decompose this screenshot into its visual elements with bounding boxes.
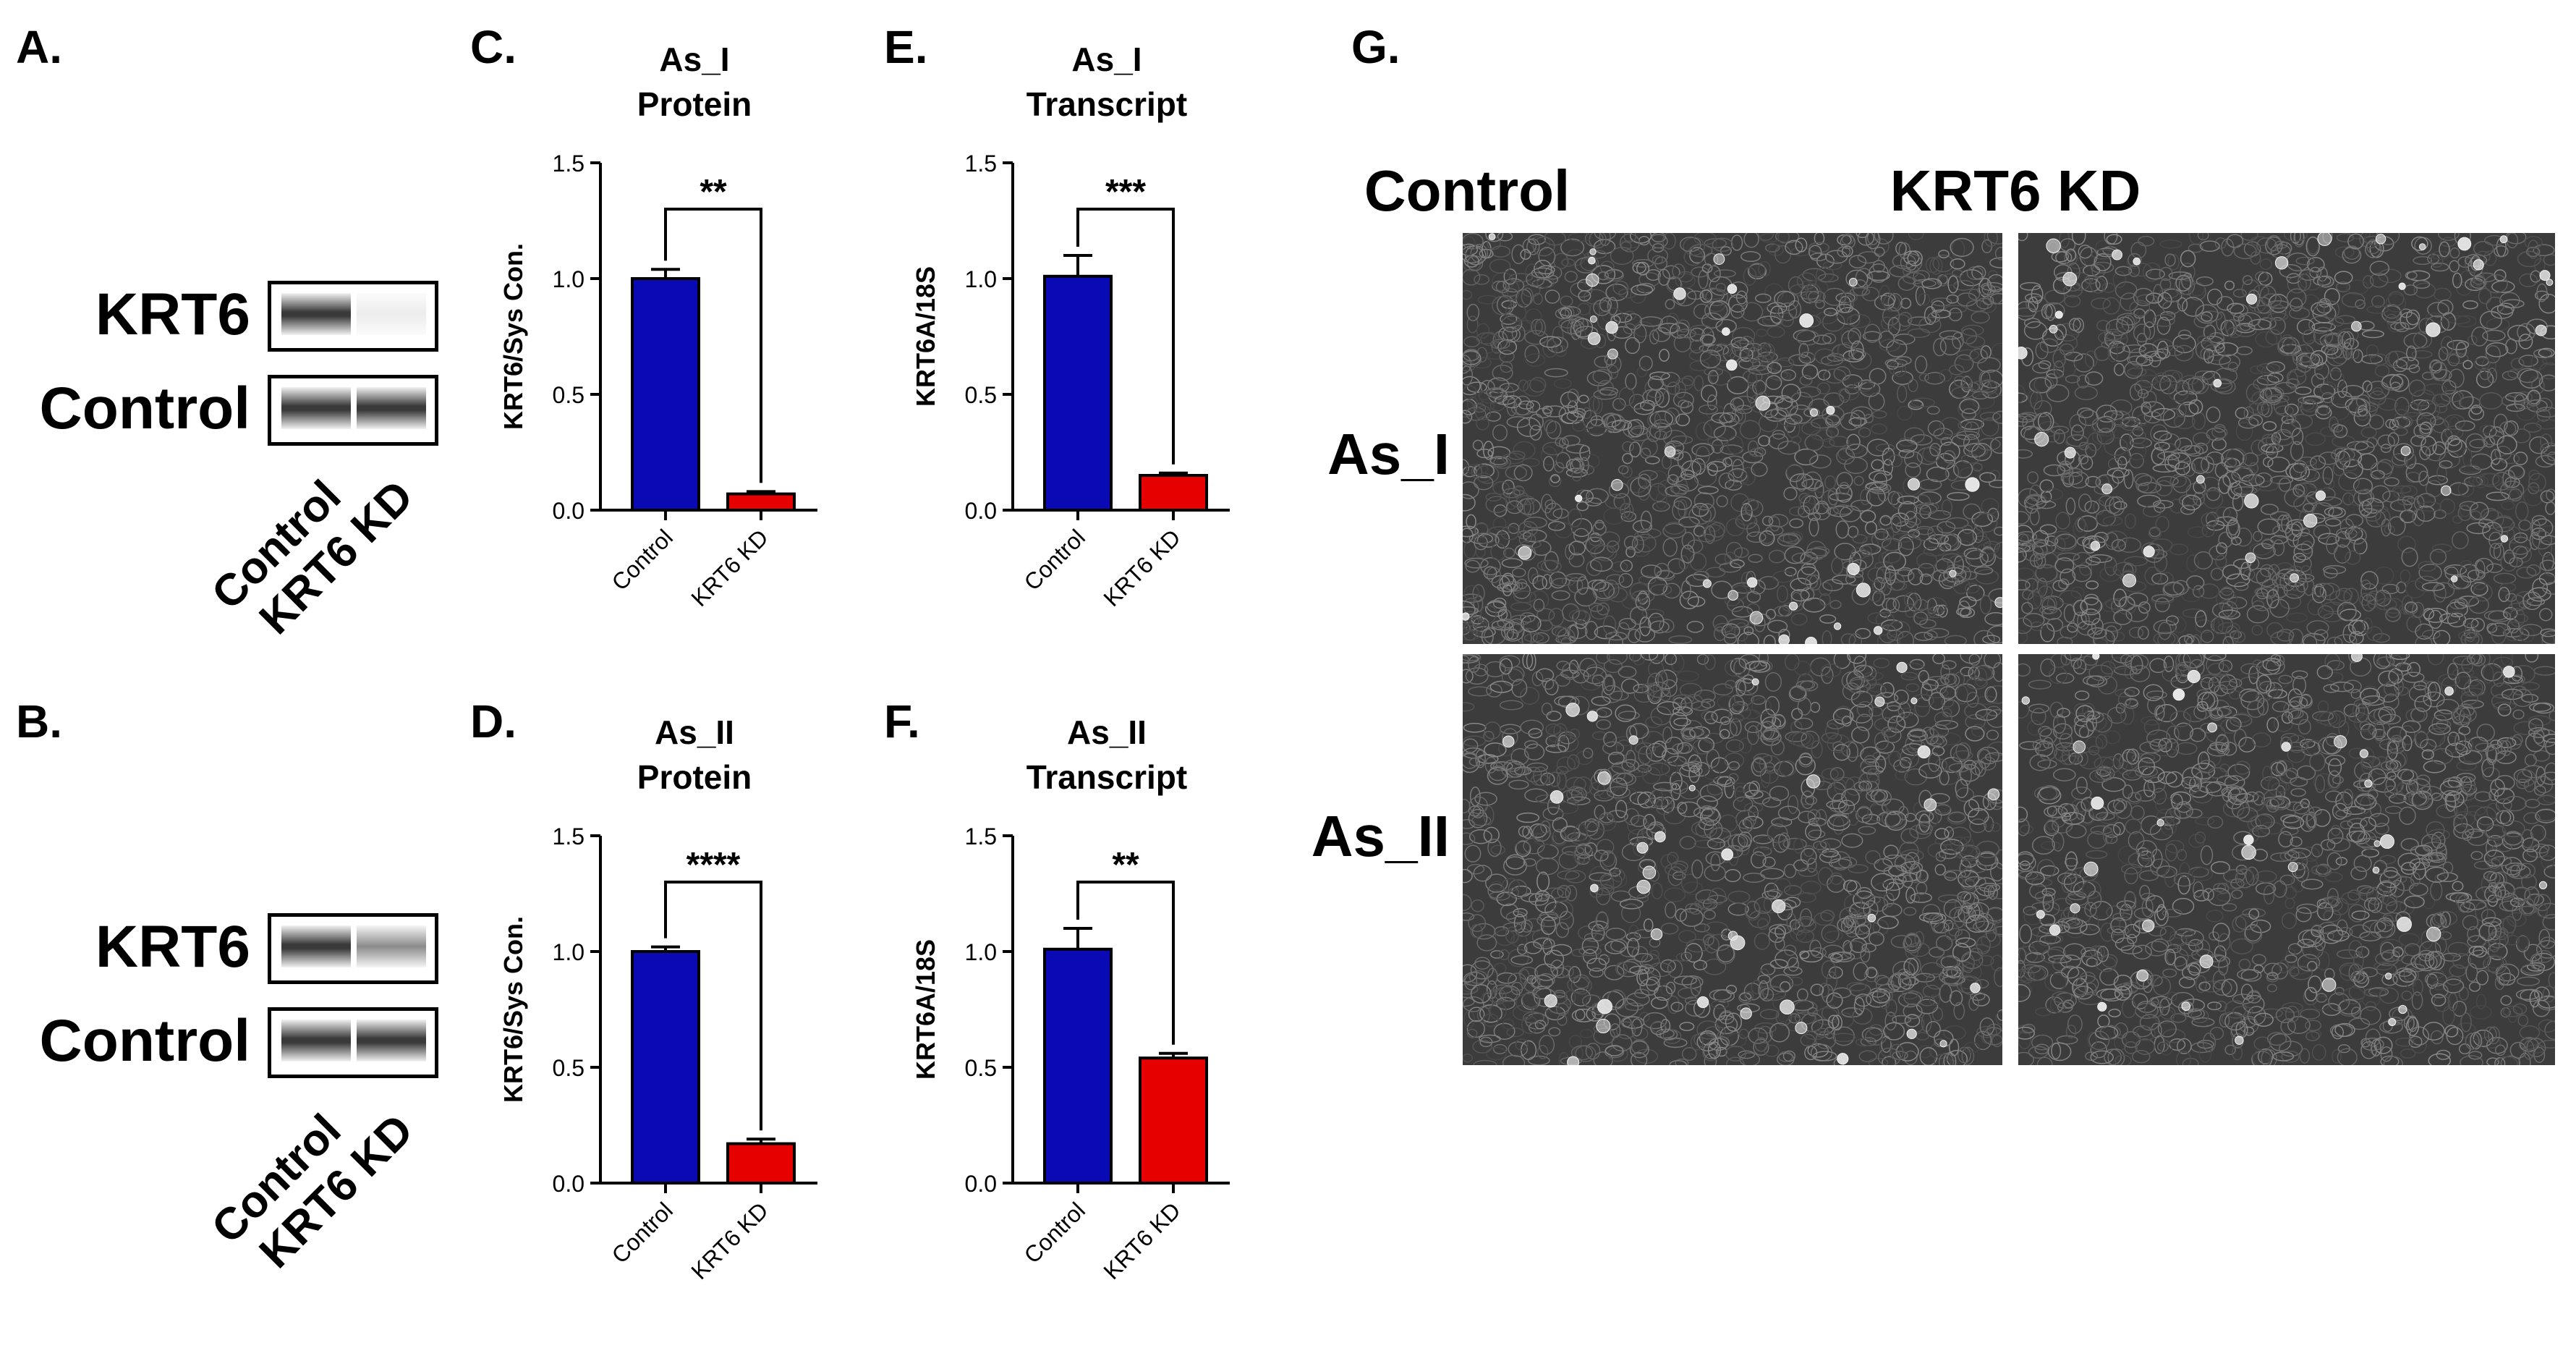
x-tick-label: Control bbox=[1019, 524, 1090, 595]
blot-a-krt6-box bbox=[268, 281, 438, 352]
bar-krt6kd bbox=[1140, 1058, 1207, 1183]
bar-control bbox=[1045, 276, 1111, 510]
blot-b-row-control: Control bbox=[19, 1007, 250, 1075]
significance-stars: ** bbox=[700, 173, 727, 211]
y-axis-label: KRT6A/18S bbox=[911, 266, 940, 407]
panel-label-b: B. bbox=[16, 695, 62, 748]
significance-stars: **** bbox=[686, 846, 741, 884]
y-tick-label: 1.5 bbox=[553, 151, 585, 177]
micrograph-image bbox=[2018, 654, 2555, 1065]
x-tick-label: Control bbox=[607, 1197, 678, 1268]
y-tick-label: 1.5 bbox=[965, 151, 997, 177]
y-axis-label: KRT6A/18S bbox=[911, 939, 940, 1080]
band bbox=[281, 387, 351, 429]
chart-title-line: Transcript bbox=[1026, 758, 1187, 796]
bar-control bbox=[632, 952, 699, 1183]
chart-e: As_I Transcript 0.0 0.5 1.0 1.5 KRT6A/18S Contr… bbox=[890, 22, 1295, 673]
y-tick-label: 0.0 bbox=[965, 1171, 997, 1197]
bar-control bbox=[632, 279, 699, 510]
y-axis-label: KRT6/Sys Con. bbox=[498, 916, 528, 1103]
chart-title-line: Transcript bbox=[1026, 85, 1187, 123]
chart-c: As_I Protein 0.0 0.5 1.0 1.5 KRT6/Sys Con. Cont… bbox=[477, 22, 883, 673]
band bbox=[357, 1020, 426, 1062]
y-tick-label: 1.0 bbox=[965, 939, 997, 965]
band bbox=[281, 1020, 351, 1062]
y-axis-label: KRT6/Sys Con. bbox=[498, 243, 528, 430]
x-tick-label: KRT6 KD bbox=[686, 524, 773, 611]
band bbox=[281, 293, 351, 335]
y-tick-label: 0.0 bbox=[553, 1171, 585, 1197]
chart-title-line: As_I bbox=[1071, 41, 1142, 78]
panel-label-g: G. bbox=[1351, 20, 1400, 74]
micrograph-row-as1: As_I bbox=[1276, 421, 1450, 488]
chart-title-line: Protein bbox=[637, 85, 752, 123]
chart-title-line: As_II bbox=[655, 713, 734, 751]
bar-control bbox=[1045, 949, 1111, 1183]
micrograph-row-as2: As_II bbox=[1276, 803, 1450, 870]
bar-krt6kd bbox=[1140, 475, 1207, 510]
bar-krt6kd bbox=[728, 494, 794, 510]
band bbox=[357, 293, 426, 335]
significance-stars: *** bbox=[1105, 173, 1146, 211]
blot-a-row-control: Control bbox=[19, 375, 250, 443]
micrograph-as2-krt6kd bbox=[2018, 654, 2555, 1065]
x-tick-label: KRT6 KD bbox=[1098, 1197, 1186, 1284]
chart-f: As_II Transcript 0.0 0.5 1.0 1.5 KRT6A/18S Cont… bbox=[890, 695, 1295, 1310]
chart-title-line: Protein bbox=[637, 758, 752, 796]
micrograph-col-control: Control bbox=[1199, 158, 1735, 224]
blot-b-control-box bbox=[268, 1007, 438, 1078]
y-tick-label: 0.5 bbox=[553, 382, 585, 408]
blot-b-krt6-box bbox=[268, 913, 438, 984]
band bbox=[281, 925, 351, 967]
x-tick-label: Control bbox=[607, 524, 678, 595]
y-tick-label: 1.5 bbox=[553, 823, 585, 849]
y-tick-label: 0.0 bbox=[965, 498, 997, 524]
band bbox=[357, 925, 426, 967]
micrograph-image bbox=[1463, 233, 2002, 644]
x-tick-label: KRT6 KD bbox=[686, 1197, 773, 1284]
x-tick-label: KRT6 KD bbox=[1098, 524, 1186, 611]
chart-title-line: As_II bbox=[1067, 713, 1147, 751]
blot-b-row-krt6: KRT6 bbox=[19, 913, 250, 981]
micrograph-as2-control bbox=[1463, 654, 2002, 1065]
micrograph-col-krt6kd: KRT6 KD bbox=[1748, 158, 2283, 224]
y-tick-label: 0.5 bbox=[965, 1055, 997, 1081]
micrograph-as1-krt6kd bbox=[2018, 233, 2555, 644]
chart-d: As_II Protein 0.0 0.5 1.0 1.5 KRT6/Sys Con. Con… bbox=[477, 695, 883, 1310]
y-tick-label: 1.0 bbox=[553, 939, 585, 965]
significance-stars: ** bbox=[1112, 846, 1139, 884]
y-tick-label: 1.0 bbox=[965, 266, 997, 292]
blot-a-row-krt6: KRT6 bbox=[19, 281, 250, 349]
y-tick-label: 0.5 bbox=[965, 382, 997, 408]
panel-label-a: A. bbox=[16, 20, 62, 74]
y-tick-label: 0.5 bbox=[553, 1055, 585, 1081]
band bbox=[357, 387, 426, 429]
chart-title-line: As_I bbox=[659, 41, 729, 78]
micrograph-image bbox=[1463, 654, 2002, 1065]
y-tick-label: 1.5 bbox=[965, 823, 997, 849]
micrograph-as1-control bbox=[1463, 233, 2002, 644]
bar-krt6kd bbox=[728, 1144, 794, 1183]
micrograph-image bbox=[2018, 233, 2555, 644]
blot-a-control-box bbox=[268, 375, 438, 446]
y-tick-label: 1.0 bbox=[553, 266, 585, 292]
x-tick-label: Control bbox=[1019, 1197, 1090, 1268]
y-tick-label: 0.0 bbox=[553, 498, 585, 524]
